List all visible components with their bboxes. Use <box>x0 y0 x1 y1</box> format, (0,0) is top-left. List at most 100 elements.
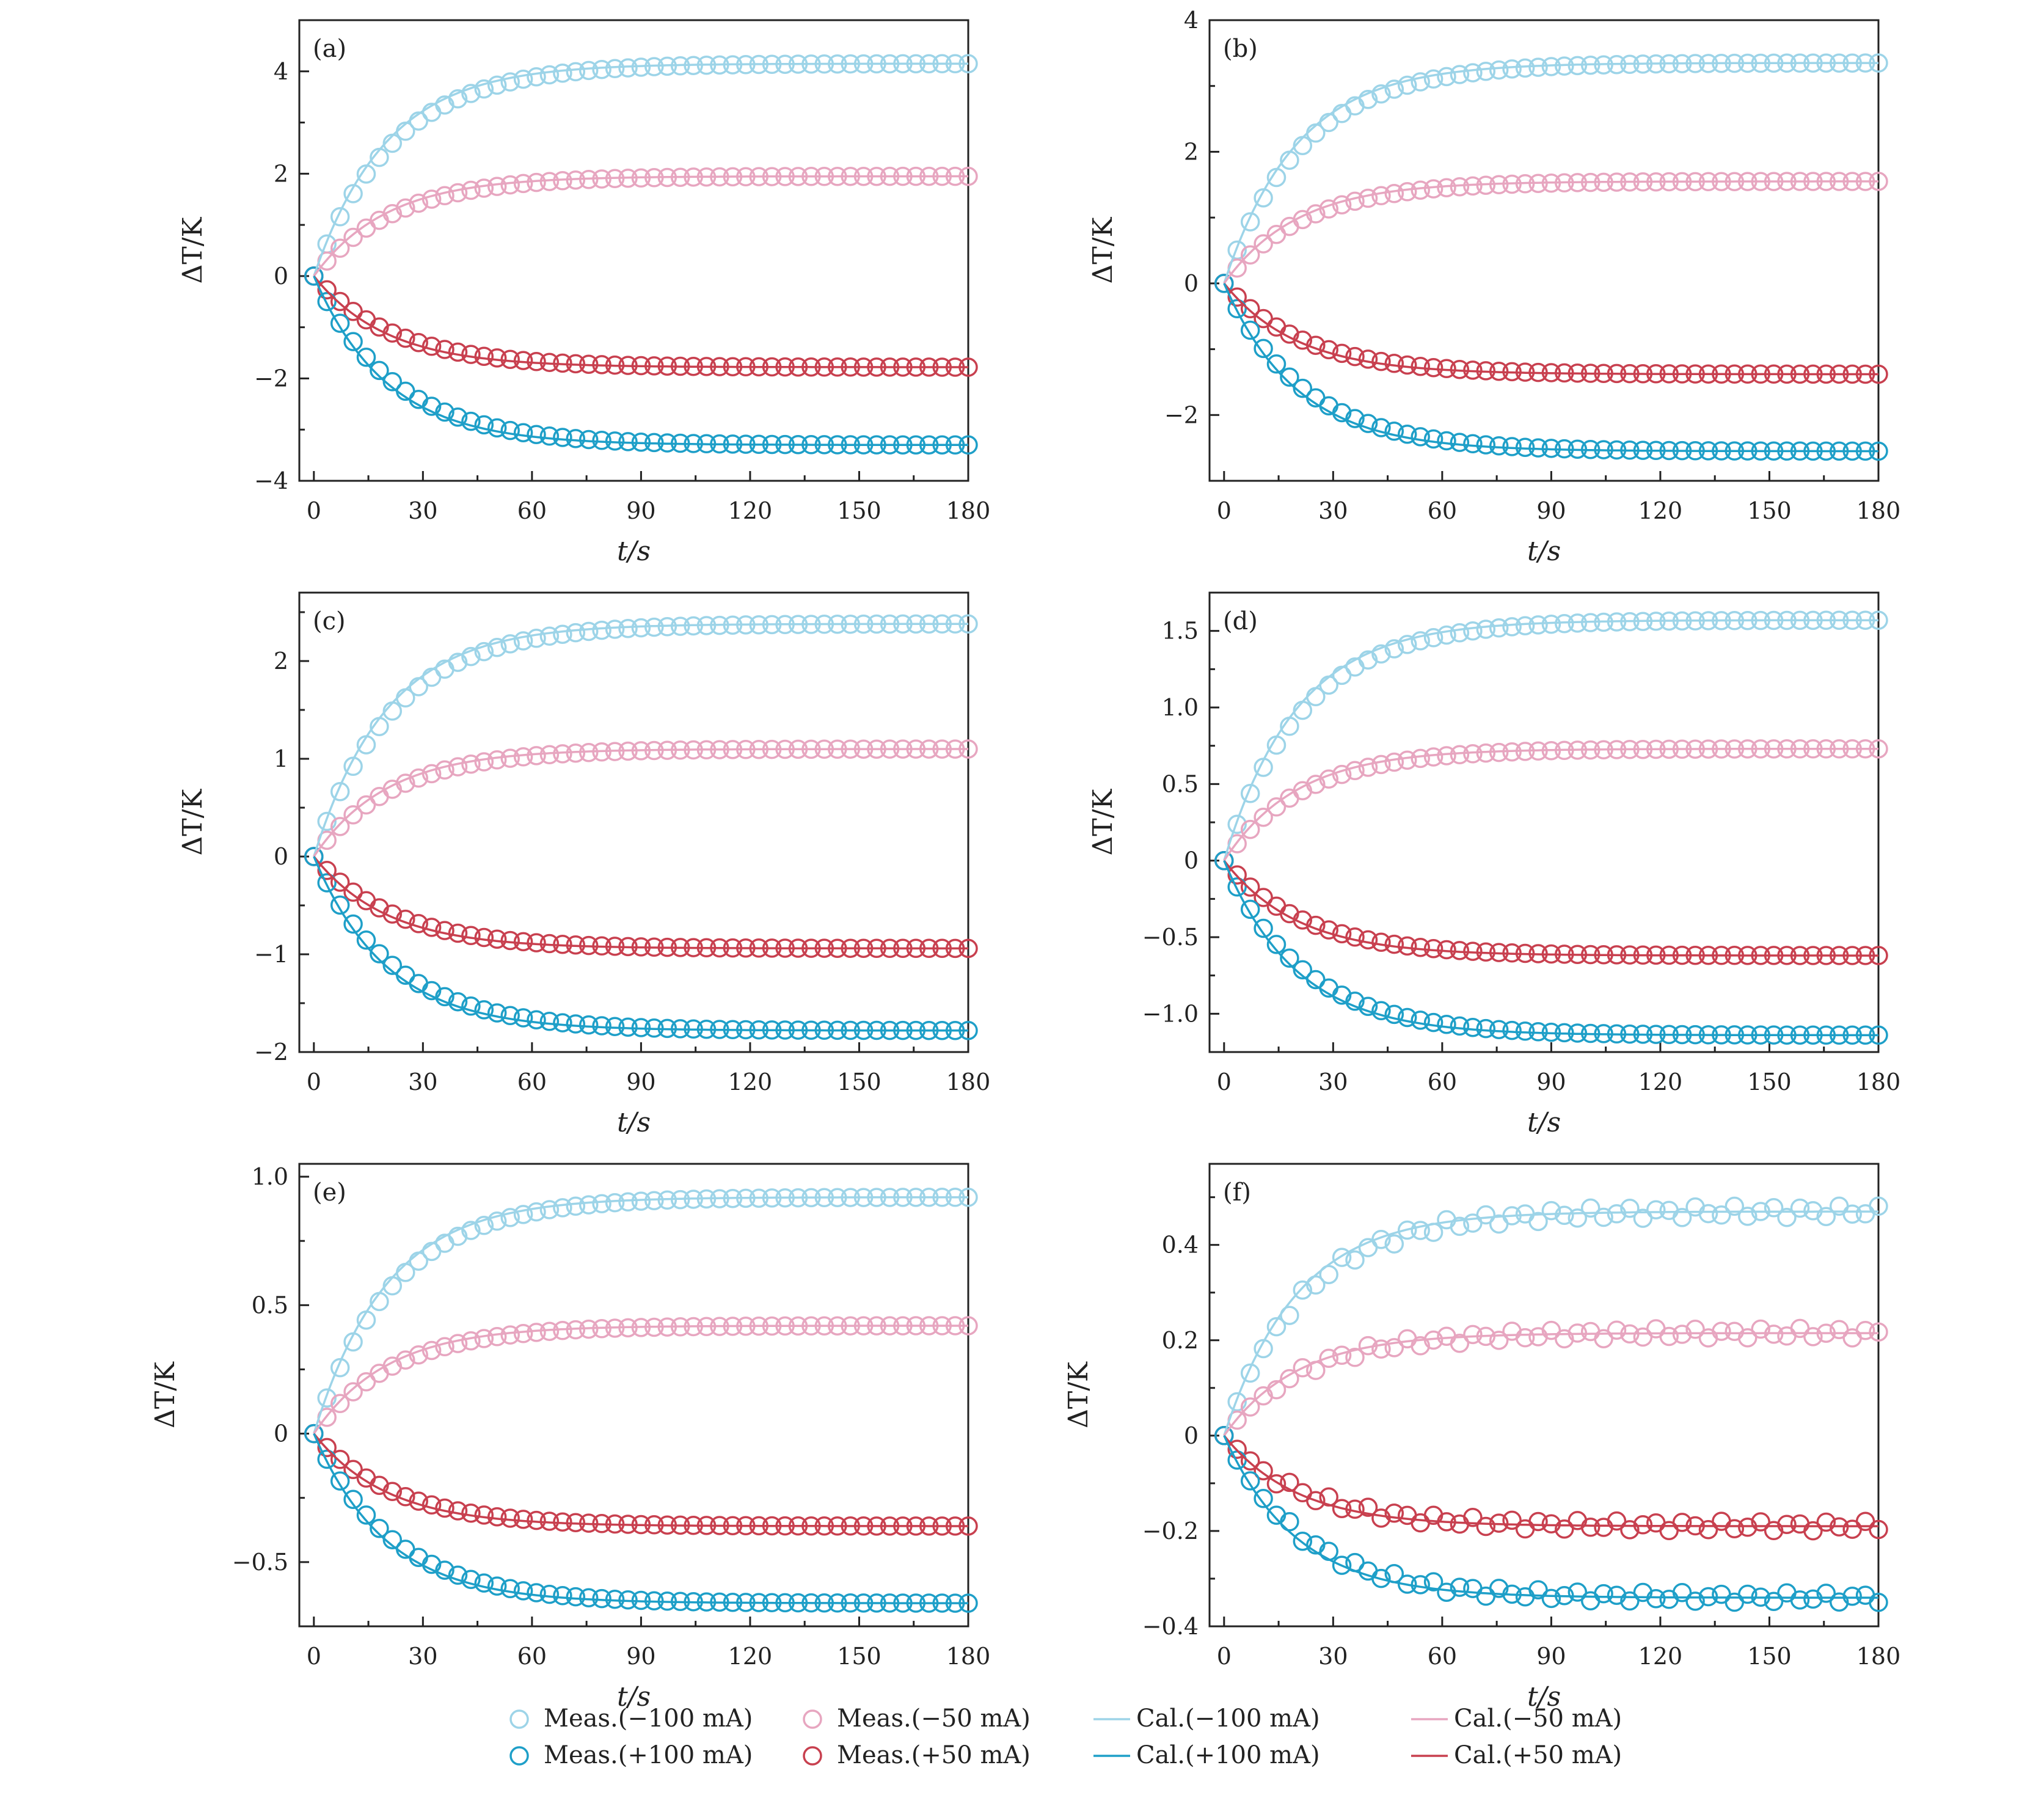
data-point <box>317 811 337 831</box>
data-point <box>553 1198 572 1218</box>
data-point <box>618 618 638 638</box>
series-meas_neg50-meas <box>1214 1318 1888 1445</box>
series-cal_neg50-cal <box>313 1325 968 1434</box>
cal-curve <box>1223 180 1878 284</box>
data-point <box>1463 1508 1483 1527</box>
data-point <box>579 1588 599 1607</box>
x-tick-label: 90 <box>1536 1643 1566 1670</box>
panel-label: (d) <box>1223 607 1258 635</box>
plot-frame <box>298 1163 969 1628</box>
data-point <box>1712 1584 1731 1604</box>
data-point <box>1450 65 1470 84</box>
data-point <box>1397 182 1417 202</box>
panel-label: (e) <box>313 1179 346 1207</box>
x-tick-label: 120 <box>1638 1643 1683 1670</box>
x-axis-label: t/s <box>1527 536 1561 567</box>
data-point <box>1463 621 1483 641</box>
series-cal_neg50-cal <box>1223 747 1878 861</box>
data-point <box>1646 1588 1666 1609</box>
data-point <box>1855 1320 1875 1340</box>
data-point <box>1777 1207 1797 1227</box>
data-point <box>1240 212 1260 232</box>
legend-item: Cal.(−50 mA) <box>1411 1705 1622 1733</box>
data-point <box>1371 418 1391 437</box>
data-point <box>1397 750 1417 770</box>
data-point <box>1594 1584 1613 1604</box>
data-point <box>1476 1205 1496 1225</box>
data-point <box>1712 1205 1731 1225</box>
data-point <box>1411 427 1430 447</box>
x-tick-label: 90 <box>626 1643 655 1670</box>
data-point <box>1580 1518 1601 1537</box>
data-point <box>1816 1512 1836 1532</box>
data-point <box>1254 888 1273 907</box>
y-tick-label: −2 <box>1164 401 1199 428</box>
data-point <box>1528 1580 1548 1599</box>
y-tick-label: −0.5 <box>232 1549 288 1576</box>
data-point <box>579 1015 599 1035</box>
series-cal_pos50-cal <box>1223 860 1878 957</box>
data-point <box>474 1000 494 1020</box>
data-point <box>448 992 468 1012</box>
data-point <box>1751 1319 1770 1339</box>
data-point <box>1411 1010 1430 1030</box>
data-point <box>553 428 572 447</box>
data-point <box>1738 1207 1757 1226</box>
series-meas_pos100-meas <box>304 847 978 1040</box>
x-tick-label: 0 <box>1217 497 1232 524</box>
data-point <box>566 1196 586 1216</box>
legend-label: Cal.(+100 mA) <box>1136 1741 1320 1769</box>
plot-frame <box>1208 19 1880 482</box>
data-point <box>1450 1333 1470 1353</box>
data-point <box>1384 422 1404 441</box>
data-point <box>487 177 507 196</box>
data-point <box>1240 819 1260 839</box>
series-cal_neg50-cal <box>313 748 968 858</box>
data-point <box>1227 1392 1247 1412</box>
data-point <box>1816 1584 1836 1603</box>
y-tick-label: −2 <box>254 365 288 392</box>
data-point <box>1384 1234 1404 1254</box>
y-tick-label: 0 <box>1184 1422 1199 1449</box>
data-point <box>513 1205 533 1224</box>
y-axis-label: ΔT/K <box>177 788 208 855</box>
data-point <box>330 313 350 333</box>
data-point <box>539 65 560 85</box>
data-point <box>1698 1328 1718 1348</box>
legend-marker <box>803 1746 822 1766</box>
data-point <box>1280 948 1299 968</box>
x-axis-label: t/s <box>617 536 651 567</box>
x-tick-label: 90 <box>1536 497 1566 524</box>
chart-panel-a: 0 30 60 90 120 150 180 −4 −2 0 2 4 t/s ΔT/K (a) <box>177 19 990 567</box>
data-point <box>1855 1585 1875 1605</box>
x-tick-label: 120 <box>728 1069 773 1095</box>
data-point <box>1855 1204 1875 1224</box>
data-point <box>1777 1515 1797 1534</box>
data-point <box>1319 1265 1338 1284</box>
data-point <box>461 1570 481 1589</box>
data-point <box>553 1586 572 1606</box>
series-cal_pos100-cal <box>313 276 968 447</box>
data-point <box>1437 67 1456 87</box>
data-point <box>1266 935 1287 954</box>
x-tick-label: 180 <box>1856 1069 1901 1095</box>
data-point <box>1790 1590 1810 1610</box>
data-point <box>500 1325 520 1345</box>
data-point <box>1411 748 1430 769</box>
y-tick-label: 1.5 <box>1162 618 1199 645</box>
data-point <box>527 425 546 444</box>
data-point <box>1371 1339 1391 1359</box>
data-point <box>1541 1514 1561 1533</box>
data-point <box>1685 1592 1705 1611</box>
data-point <box>1423 429 1444 449</box>
series-meas_neg50-meas <box>1214 172 1888 293</box>
x-tick-label: 60 <box>1428 497 1457 524</box>
data-point <box>1240 1471 1260 1491</box>
data-point <box>1738 1584 1757 1604</box>
data-point <box>1620 1198 1640 1218</box>
data-point <box>1397 1329 1417 1349</box>
data-point <box>539 626 560 646</box>
cal-curve <box>1223 1210 1878 1436</box>
data-point <box>487 1003 507 1023</box>
data-point <box>317 1438 337 1458</box>
